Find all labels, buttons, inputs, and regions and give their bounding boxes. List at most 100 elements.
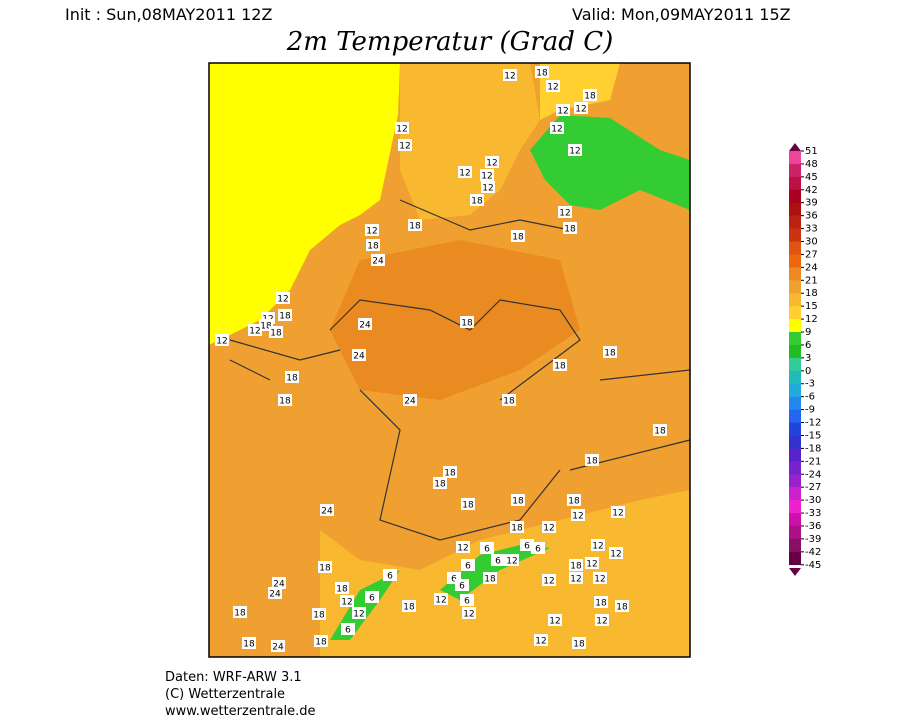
label-box bbox=[358, 318, 372, 330]
label-text: 12 bbox=[435, 596, 446, 606]
contour-label: 18 bbox=[572, 637, 586, 650]
label-box bbox=[585, 557, 599, 569]
label-text: 6 bbox=[465, 562, 471, 572]
contour-label: 12 bbox=[574, 102, 588, 115]
label-box bbox=[456, 541, 470, 553]
contour-label: 6 bbox=[341, 623, 355, 636]
label-text: 24 bbox=[321, 507, 333, 517]
label-box bbox=[383, 569, 397, 581]
label-box bbox=[271, 640, 285, 652]
colorbar-segment bbox=[789, 332, 801, 346]
label-box bbox=[567, 494, 581, 506]
contour-label: 18 bbox=[233, 606, 247, 619]
label-box bbox=[276, 292, 290, 304]
label-text: 18 bbox=[471, 197, 483, 207]
colorbar-label: -27 bbox=[805, 482, 821, 493]
label-box bbox=[341, 623, 355, 635]
label-text: 18 bbox=[234, 609, 246, 619]
map-frame bbox=[208, 62, 691, 658]
contour-label: 12 bbox=[593, 572, 607, 585]
colorbar-segment bbox=[789, 254, 801, 268]
colorbar-segment bbox=[789, 151, 801, 165]
colorbar-segment bbox=[789, 293, 801, 307]
label-text: 18 bbox=[462, 501, 474, 511]
contour-label: 12 bbox=[462, 607, 476, 620]
label-box bbox=[434, 593, 448, 605]
colorbar-label: -3 bbox=[805, 379, 815, 390]
colorbar-segment bbox=[789, 370, 801, 385]
label-text: 24 bbox=[353, 352, 365, 362]
label-text: 12 bbox=[610, 550, 621, 560]
colorbar-segment bbox=[789, 474, 801, 488]
colorbar-segment bbox=[789, 383, 801, 397]
contour-label: 18 bbox=[461, 498, 475, 511]
colorbar-label: -12 bbox=[805, 418, 821, 429]
label-text: 24 bbox=[372, 257, 384, 267]
label-text: 12 bbox=[612, 509, 623, 519]
colorbar-segment bbox=[789, 435, 801, 449]
label-box bbox=[461, 559, 475, 571]
contour-label: 24 bbox=[358, 318, 372, 331]
label-box bbox=[503, 69, 517, 81]
contour-label: 18 bbox=[502, 394, 516, 407]
colorbar-label: 21 bbox=[805, 275, 818, 286]
label-box bbox=[548, 614, 562, 626]
label-text: 12 bbox=[557, 107, 568, 117]
label-text: 12 bbox=[543, 577, 554, 587]
label-box bbox=[569, 559, 583, 571]
colorbar-label: -18 bbox=[805, 443, 821, 454]
colorbar-segment bbox=[789, 176, 801, 191]
label-box bbox=[481, 181, 495, 193]
label-box bbox=[233, 606, 247, 618]
colorbar-segment bbox=[789, 448, 801, 462]
label-text: 12 bbox=[277, 295, 288, 305]
contour-label: 18 bbox=[594, 596, 608, 609]
warm-core bbox=[330, 240, 580, 400]
colorbar-segment bbox=[789, 319, 801, 333]
label-text: 12 bbox=[457, 544, 468, 554]
contour-label: 12 bbox=[558, 206, 572, 219]
label-text: 18 bbox=[511, 524, 523, 534]
colorbar-segment bbox=[789, 357, 801, 372]
colorbar-label: -9 bbox=[805, 405, 815, 416]
contour-label: 18 bbox=[443, 466, 457, 479]
contour-label: 18 bbox=[278, 394, 292, 407]
label-box bbox=[569, 572, 583, 584]
contour-label: 12 bbox=[215, 334, 229, 347]
label-box bbox=[594, 596, 608, 608]
contour-label: 12 bbox=[505, 554, 519, 567]
label-box bbox=[395, 122, 409, 134]
colorbar-label: -39 bbox=[805, 534, 821, 545]
label-text: 6 bbox=[484, 545, 490, 555]
label-text: 18 bbox=[484, 575, 496, 585]
contour-label: 12 bbox=[434, 593, 448, 606]
label-text: 12 bbox=[353, 610, 364, 620]
contour-label: 12 bbox=[340, 595, 354, 608]
contour-label: 12 bbox=[481, 181, 495, 194]
contour-label: 12 bbox=[248, 324, 262, 337]
footer-line: www.wetterzentrale.de bbox=[165, 704, 315, 719]
label-box bbox=[335, 582, 349, 594]
colorbar-label: -24 bbox=[805, 469, 821, 480]
label-text: 18 bbox=[260, 322, 272, 332]
label-text: 6 bbox=[451, 575, 457, 585]
contour-label: 18 bbox=[583, 89, 597, 102]
label-text: 12 bbox=[506, 557, 517, 567]
contour-label: 12 bbox=[542, 521, 556, 534]
label-box bbox=[215, 334, 229, 346]
contour-label: 18 bbox=[563, 222, 577, 235]
contour-label: 18 bbox=[483, 572, 497, 585]
colorbar-label: 15 bbox=[805, 301, 818, 312]
label-box bbox=[278, 309, 292, 321]
label-box bbox=[470, 194, 484, 206]
colorbar-segment bbox=[789, 267, 801, 281]
contour-label: 12 bbox=[534, 634, 548, 647]
colorbar-segment bbox=[789, 241, 801, 255]
contour-label: 24 bbox=[371, 254, 385, 267]
label-text: 12 bbox=[549, 617, 560, 627]
label-box bbox=[593, 572, 607, 584]
label-box bbox=[403, 394, 417, 406]
contour-label: 6 bbox=[455, 579, 469, 592]
contour-label: 12 bbox=[458, 166, 472, 179]
label-box bbox=[460, 316, 474, 328]
